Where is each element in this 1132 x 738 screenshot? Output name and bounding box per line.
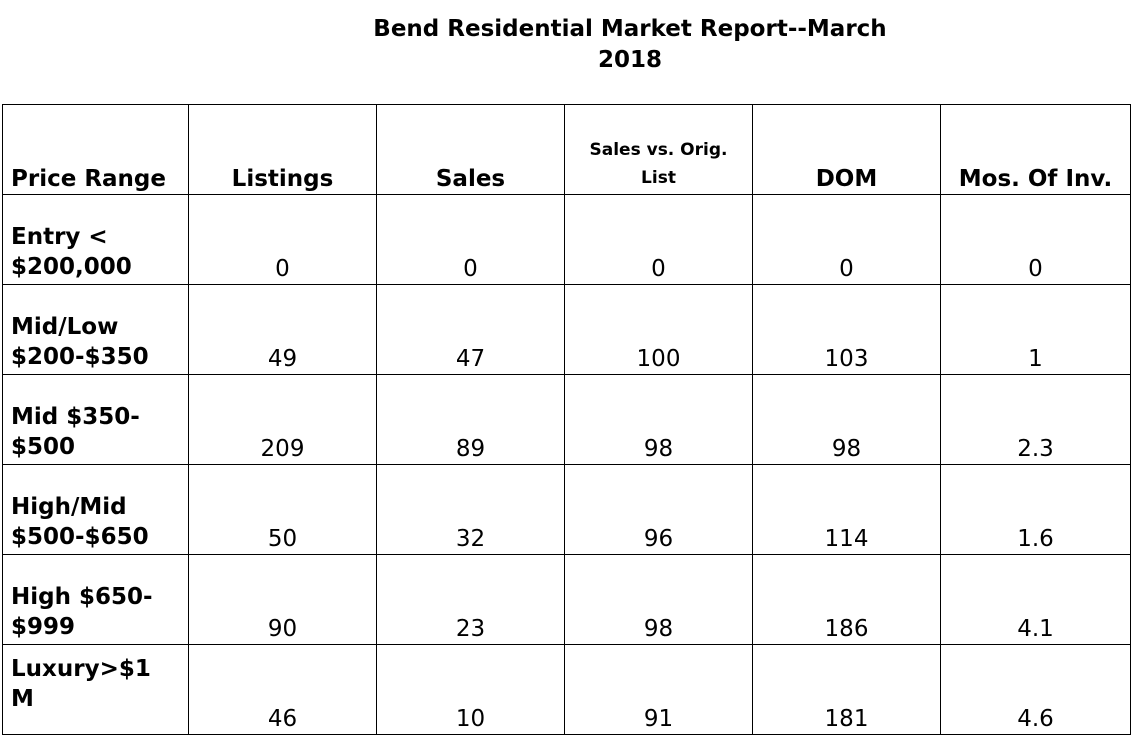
dom-cell: 186 — [752, 554, 941, 645]
price-range-line-2: M — [11, 686, 34, 712]
header-price-range: Price Range — [2, 104, 189, 195]
sales-cell: 32 — [376, 464, 565, 555]
mos-of-inv-cell: 2.3 — [940, 374, 1131, 465]
dom-cell: 114 — [752, 464, 941, 555]
mos-of-inv-cell: 1.6 — [940, 464, 1131, 555]
listings-cell: 49 — [188, 284, 377, 375]
dom-cell: 103 — [752, 284, 941, 375]
sales-cell: 10 — [376, 644, 565, 735]
mos-of-inv-cell: 1 — [940, 284, 1131, 375]
price-range-line-2: $500 — [11, 434, 76, 460]
table-row: Mid $350- $500 209 89 98 98 2.3 — [2, 374, 1131, 465]
table-row: High/Mid $500-$650 50 32 96 114 1.6 — [2, 464, 1131, 555]
price-range-line-1: High $650- — [11, 584, 153, 610]
price-range-line-2: $999 — [11, 614, 76, 640]
mos-of-inv-cell: 4.1 — [940, 554, 1131, 645]
sales-vs-orig-cell: 0 — [564, 194, 753, 285]
table-row: Entry < $200,000 0 0 0 0 0 — [2, 194, 1131, 285]
price-range-line-1: High/Mid — [11, 494, 127, 520]
sales-cell: 47 — [376, 284, 565, 375]
mos-of-inv-cell: 0 — [940, 194, 1131, 285]
table-row: Mid/Low $200-$350 49 47 100 103 1 — [2, 284, 1131, 375]
price-range-line-2: $500-$650 — [11, 524, 149, 550]
sales-vs-orig-cell: 91 — [564, 644, 753, 735]
sales-cell: 23 — [376, 554, 565, 645]
sales-cell: 89 — [376, 374, 565, 465]
listings-cell: 90 — [188, 554, 377, 645]
listings-cell: 0 — [188, 194, 377, 285]
dom-cell: 0 — [752, 194, 941, 285]
price-range-line-2: $200,000 — [11, 254, 132, 280]
price-range-cell: Mid/Low $200-$350 — [2, 284, 189, 375]
listings-cell: 46 — [188, 644, 377, 735]
market-report-table: Price Range Listings Sales Sales vs. Ori… — [2, 104, 1131, 735]
sales-vs-orig-cell: 96 — [564, 464, 753, 555]
price-range-line-1: Mid/Low — [11, 314, 119, 340]
report-title-line-2: 2018 — [597, 47, 662, 73]
price-range-cell: Entry < $200,000 — [2, 194, 189, 285]
sales-vs-orig-cell: 98 — [564, 554, 753, 645]
header-sales: Sales — [376, 104, 565, 195]
price-range-cell: High/Mid $500-$650 — [2, 464, 189, 555]
price-range-line-1: Entry < — [11, 224, 108, 250]
header-sales-vs-orig-line-2: List — [641, 168, 676, 188]
sales-vs-orig-cell: 98 — [564, 374, 753, 465]
header-sales-vs-orig-line-1: Sales vs. Orig. — [589, 140, 728, 160]
price-range-cell: Mid $350- $500 — [2, 374, 189, 465]
listings-cell: 50 — [188, 464, 377, 555]
table-row: Luxury>$1 M 46 10 91 181 4.6 — [2, 644, 1131, 735]
sales-vs-orig-cell: 100 — [564, 284, 753, 375]
price-range-cell: High $650- $999 — [2, 554, 189, 645]
report-title: Bend Residential Market Report--March 20… — [340, 14, 920, 76]
sales-cell: 0 — [376, 194, 565, 285]
price-range-cell: Luxury>$1 M — [2, 644, 189, 735]
dom-cell: 98 — [752, 374, 941, 465]
mos-of-inv-cell: 4.6 — [940, 644, 1131, 735]
listings-cell: 209 — [188, 374, 377, 465]
header-sales-vs-orig-list: Sales vs. Orig. List — [564, 104, 753, 195]
header-dom: DOM — [752, 104, 941, 195]
table-row: High $650- $999 90 23 98 186 4.1 — [2, 554, 1131, 645]
dom-cell: 181 — [752, 644, 941, 735]
price-range-line-1: Mid $350- — [11, 404, 140, 430]
price-range-line-2: $200-$350 — [11, 344, 149, 370]
price-range-line-1: Luxury>$1 — [11, 656, 151, 682]
report-title-line-1: Bend Residential Market Report--March — [373, 16, 887, 42]
header-mos-of-inv: Mos. Of Inv. — [940, 104, 1131, 195]
header-listings: Listings — [188, 104, 377, 195]
table-header-row: Price Range Listings Sales Sales vs. Ori… — [2, 104, 1131, 195]
